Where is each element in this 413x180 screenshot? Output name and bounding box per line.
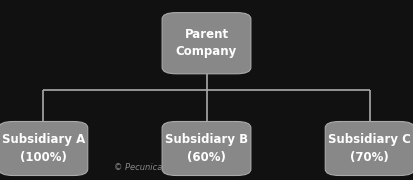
FancyBboxPatch shape — [162, 13, 251, 74]
FancyBboxPatch shape — [325, 122, 413, 176]
Text: © Pecunica™: © Pecunica™ — [114, 163, 171, 172]
Text: Subsidiary A
(100%): Subsidiary A (100%) — [2, 134, 85, 163]
Text: Subsidiary C
(70%): Subsidiary C (70%) — [328, 134, 411, 163]
FancyBboxPatch shape — [162, 122, 251, 176]
FancyBboxPatch shape — [0, 122, 88, 176]
Text: Parent
Company: Parent Company — [176, 28, 237, 58]
Text: Subsidiary B
(60%): Subsidiary B (60%) — [165, 134, 248, 163]
